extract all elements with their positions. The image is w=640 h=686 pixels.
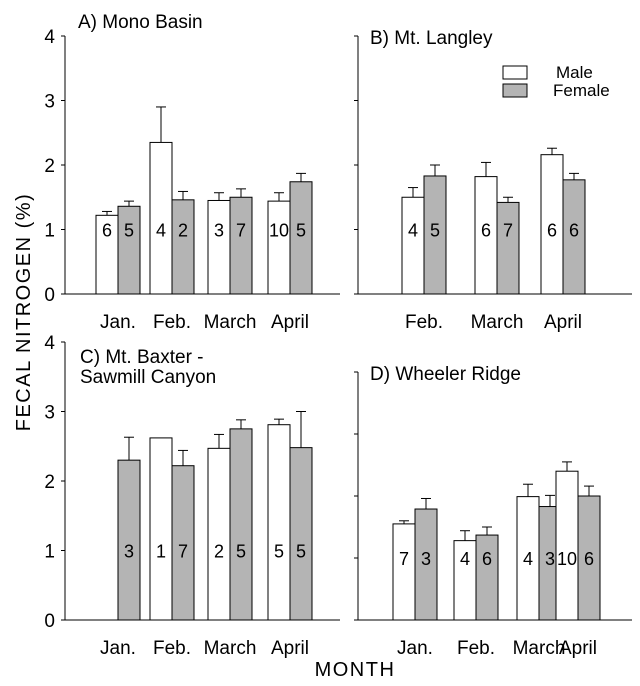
category-label: Feb. <box>457 638 495 659</box>
bar <box>497 202 519 294</box>
bar <box>393 524 415 620</box>
category-label: Feb. <box>153 638 191 659</box>
category-label: March <box>471 312 524 333</box>
sample-size-label: 4 <box>408 221 418 241</box>
bar <box>230 197 252 294</box>
sample-size-label: 3 <box>545 549 555 569</box>
y-axis-title: FECAL NITROGEN (%) <box>13 193 35 432</box>
bar <box>268 201 290 294</box>
category-label: Jan. <box>100 312 136 333</box>
sample-size-label: 6 <box>547 221 557 241</box>
category-label: Jan. <box>397 638 433 659</box>
sample-size-label: 4 <box>460 549 470 569</box>
sample-size-label: 4 <box>523 549 533 569</box>
legend: Male Female <box>503 63 610 100</box>
sample-size-label: 10 <box>557 549 577 569</box>
bar <box>150 142 172 294</box>
legend-label-male: Male <box>556 63 593 82</box>
bar <box>230 429 252 620</box>
sample-size-label: 2 <box>214 542 224 562</box>
sample-size-label: 7 <box>503 221 513 241</box>
category-label: Feb. <box>405 312 443 333</box>
sample-size-label: 6 <box>584 549 594 569</box>
bar <box>118 460 140 620</box>
y-tick-label: 4 <box>44 27 55 48</box>
sample-size-label: 3 <box>124 542 134 562</box>
sample-size-label: 3 <box>214 221 224 241</box>
bar <box>172 200 194 294</box>
sample-size-label: 7 <box>399 549 409 569</box>
y-tick-label: 1 <box>44 542 55 563</box>
legend-swatch-female <box>503 84 527 97</box>
legend-swatch-male <box>503 66 527 79</box>
panel-title: D) Wheeler Ridge <box>370 364 521 385</box>
sample-size-label: 10 <box>269 221 289 241</box>
sample-size-label: 1 <box>156 542 166 562</box>
sample-size-label: 6 <box>482 549 492 569</box>
category-label: April <box>271 312 309 333</box>
sample-size-label: 5 <box>296 542 306 562</box>
category-label: March <box>204 638 257 659</box>
category-label: Jan. <box>100 638 136 659</box>
x-axis-title: MONTH <box>315 659 396 681</box>
y-tick-label: 3 <box>44 92 55 113</box>
bar <box>150 438 172 620</box>
sample-size-label: 5 <box>274 542 284 562</box>
sample-size-label: 6 <box>569 221 579 241</box>
bar <box>476 535 498 620</box>
sample-size-label: 5 <box>430 221 440 241</box>
category-label: April <box>271 638 309 659</box>
bar <box>402 197 424 294</box>
bar <box>556 471 578 620</box>
sample-size-label: 5 <box>124 221 134 241</box>
category-label: April <box>559 638 597 659</box>
sample-size-label: 7 <box>178 542 188 562</box>
category-label: March <box>513 638 566 659</box>
bar <box>208 200 230 294</box>
y-tick-label: 0 <box>44 611 55 632</box>
sample-size-label: 6 <box>481 221 491 241</box>
y-tick-label: 2 <box>44 472 55 493</box>
sample-size-label: 7 <box>236 221 246 241</box>
y-tick-label: 4 <box>44 333 55 354</box>
panel-title: A) Mono Basin <box>78 12 203 33</box>
sample-size-label: 2 <box>178 221 188 241</box>
legend-label-female: Female <box>553 81 610 100</box>
sample-size-label: 4 <box>156 221 166 241</box>
bar <box>290 448 312 620</box>
y-tick-label: 0 <box>44 285 55 306</box>
sample-size-label: 5 <box>296 221 306 241</box>
sample-size-label: 5 <box>236 542 246 562</box>
panel-title: B) Mt. Langley <box>370 28 493 49</box>
sample-size-label: 3 <box>421 549 431 569</box>
category-label: April <box>544 312 582 333</box>
panel-title: C) Mt. Baxter - <box>80 347 204 368</box>
bar <box>208 448 230 620</box>
category-label: March <box>204 312 257 333</box>
bar <box>118 206 140 294</box>
y-tick-label: 2 <box>44 156 55 177</box>
y-tick-label: 3 <box>44 403 55 424</box>
panel-c: 0 1 2 3 4 C) Mt. Baxter -Sawmill Canyon 3 Jan. 1… <box>44 333 340 659</box>
sample-size-label: 6 <box>102 221 112 241</box>
panel-title: Sawmill Canyon <box>80 367 216 388</box>
y-tick-label: 1 <box>44 221 55 242</box>
bar <box>268 425 290 620</box>
category-label: Feb. <box>153 312 191 333</box>
